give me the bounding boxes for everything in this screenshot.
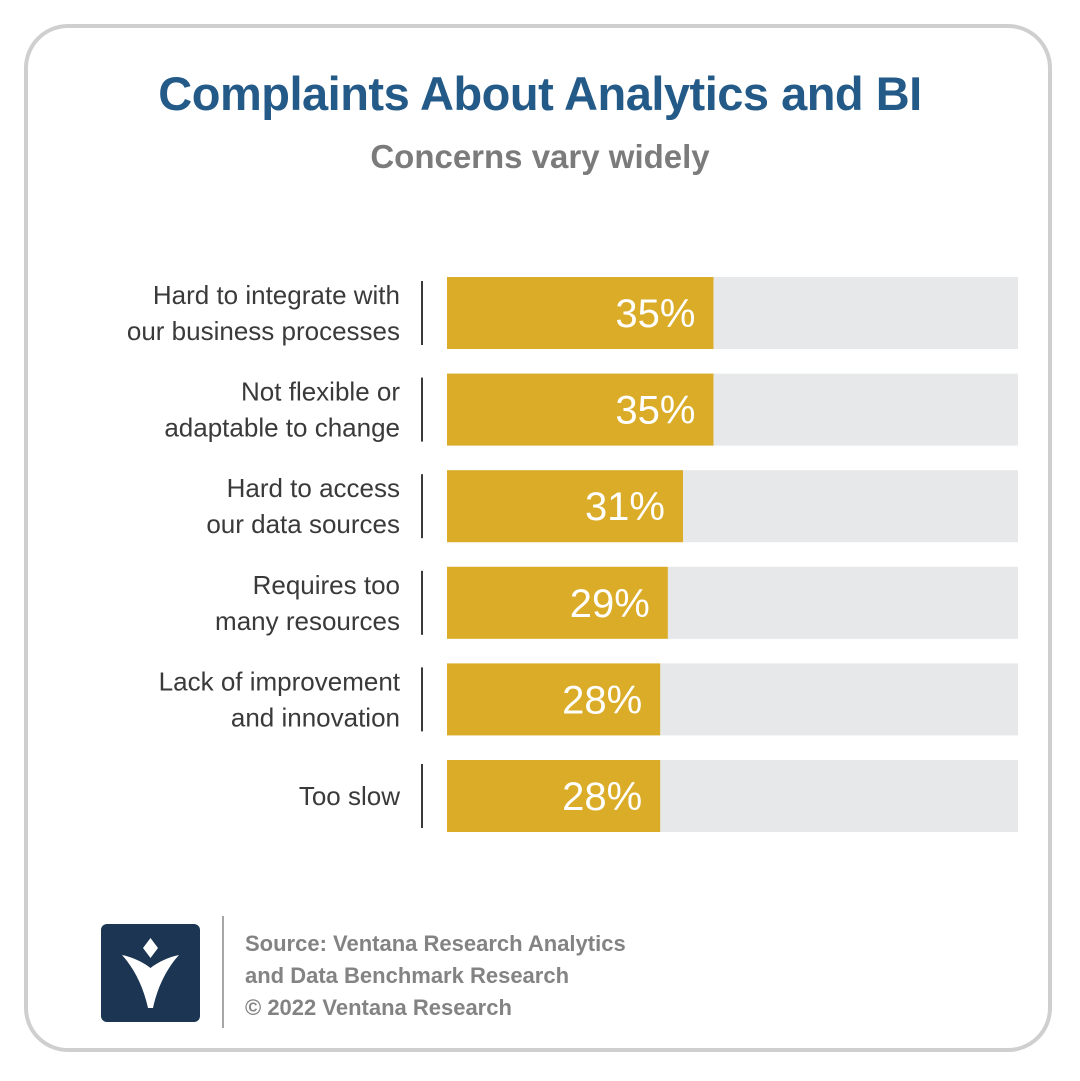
category-label: our business processes [127,316,400,346]
copyright-line: © 2022 Ventana Research [245,992,626,1024]
bar-value-label: 28% [562,775,642,819]
category-label: Lack of improvement [159,666,401,696]
footer-divider [222,916,224,1028]
category-label: many resources [215,606,400,636]
category-separator [421,378,423,442]
bar-chart: 35% Hard to integrate with our business pr… [0,0,1080,1081]
ventana-logo-icon [101,924,200,1022]
category-label: Requires too [253,570,400,600]
bar-value-label: 29% [570,582,650,626]
category-separator [421,764,423,828]
source-line: and Data Benchmark Research [245,960,626,992]
category-label: Hard to access [227,473,400,503]
category-separator [421,571,423,635]
category-label: and innovation [231,702,400,732]
source-line: Source: Ventana Research Analytics [245,928,626,960]
category-label: Not flexible or [241,377,400,407]
category-separator [421,667,423,731]
bar-value-label: 35% [615,389,695,433]
category-label: Too slow [299,781,400,811]
bar-value-label: 28% [562,678,642,722]
category-separator [421,474,423,538]
category-separator [421,281,423,345]
source-note: Source: Ventana Research Analytics and D… [245,928,626,1024]
bar-value-label: 31% [585,485,665,529]
category-label: our data sources [206,509,400,539]
bar-value-label: 35% [615,292,695,336]
category-label: adaptable to change [164,413,400,443]
category-label: Hard to integrate with [153,280,400,310]
